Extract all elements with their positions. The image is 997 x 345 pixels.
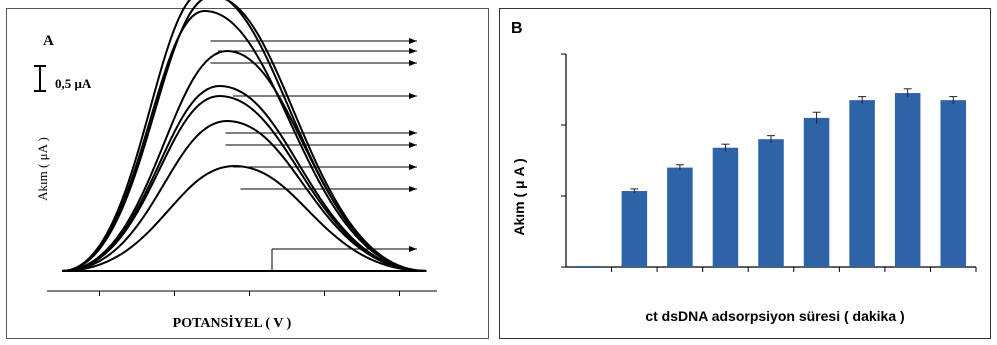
- panel-a: A Akım ( μA ) POTANSİYEL ( V ) 0,5 μA: [6, 0, 489, 339]
- bar-plot: [561, 53, 977, 272]
- pointer-arrowhead: [409, 142, 417, 148]
- voltammogram-plot: [34, 0, 437, 296]
- x-axis-label: ct dsDNA adsorpsiyon süresi ( dakika ): [645, 308, 904, 324]
- pointer-arrowhead: [409, 93, 417, 99]
- bar-b: [621, 191, 648, 267]
- bar-e: [758, 139, 784, 267]
- panel-b-label: B: [511, 20, 523, 37]
- pointer-arrowhead: [409, 186, 417, 192]
- pointer-arrowhead: [409, 60, 417, 66]
- y-axis-label: Akım ( μA ): [35, 137, 50, 201]
- pointer-arrowhead: [409, 130, 417, 136]
- pointer-arrowhead: [409, 38, 417, 44]
- bar-chart: B Akım ( μ A ) ct dsDNA adsorpsiyon süre…: [511, 20, 977, 324]
- voltammogram-curve-h: [61, 0, 427, 272]
- bar-d: [712, 147, 739, 267]
- pointer-arrowhead: [409, 246, 417, 252]
- voltammogram-curve-c: [61, 119, 427, 272]
- x-axis-label: POTANSİYEL ( V ): [173, 314, 292, 331]
- pointer-arrowhead: [409, 48, 417, 54]
- bar-ı: [940, 100, 966, 268]
- voltammogram-curve-g: [61, 9, 427, 272]
- voltammogram-curve-e: [61, 84, 427, 272]
- pointer-arrowhead: [409, 164, 417, 170]
- panel-a-label: A: [43, 33, 54, 49]
- bar-g: [849, 100, 875, 268]
- bar-f: [803, 117, 830, 268]
- bar-a: [576, 267, 602, 268]
- bar-c: [667, 167, 693, 267]
- voltammogram-chart: A Akım ( μA ) POTANSİYEL ( V ) 0,5 μA: [34, 0, 437, 331]
- voltammogram-curve-d: [61, 94, 427, 272]
- panel-b: B Akım ( μ A ) ct dsDNA adsorpsiyon süre…: [499, 8, 991, 339]
- voltammogram-curve-f: [61, 49, 427, 272]
- voltammogram-curve-ı: [61, 0, 427, 272]
- bar-h: [894, 93, 921, 267]
- voltammogram-curve-b: [61, 164, 427, 272]
- y-axis-label: Akım ( μ A ): [511, 158, 527, 235]
- scale-bar-label: 0,5 μA: [55, 76, 92, 91]
